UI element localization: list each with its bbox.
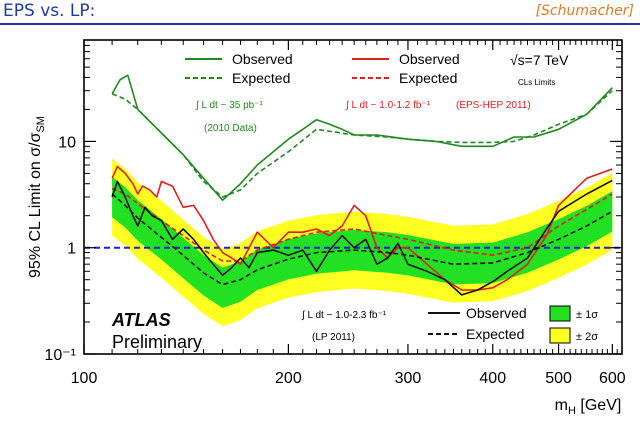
y-tick-label: 10⁻¹ <box>44 347 76 364</box>
legend-green-observed: Observed <box>232 51 293 67</box>
series-eps-observed <box>111 165 613 291</box>
x-tick-label: 300 <box>395 370 422 387</box>
legend-black-expected: Expected <box>466 326 524 342</box>
axis-ticks: 100 200 300 400 500 600 10⁻¹ 1 10 <box>44 39 626 387</box>
x-axis-title: mH [GeV] <box>555 397 622 417</box>
x-tick-label: 100 <box>71 370 98 387</box>
series-lp-observed <box>111 179 613 296</box>
experiment-label: ATLAS <box>111 310 171 330</box>
plot-frame <box>83 39 623 355</box>
legend-black-note: (LP 2011) <box>312 332 355 343</box>
series-2010-expected <box>111 90 613 198</box>
y-axis-title: 95% CL Limit on σ/σSM <box>27 116 47 278</box>
series-eps-expected <box>111 187 613 262</box>
legend-black-observed: Observed <box>466 305 527 321</box>
legend-green-lumi: ∫ L dt ~ 35 pb⁻¹ <box>195 100 264 111</box>
x-tick-label: 200 <box>275 370 302 387</box>
x-tick-label: 500 <box>545 370 572 387</box>
legend-band1-swatch <box>549 305 571 322</box>
x-tick-label: 600 <box>599 370 626 387</box>
slide-title: EPS vs. LP: <box>3 1 96 21</box>
series-2010-observed <box>111 74 613 201</box>
legend-red-observed: Observed <box>399 51 460 67</box>
title-underline <box>0 23 640 25</box>
legend-green-note: (2010 Data) <box>204 123 257 134</box>
x-tick-label: 400 <box>479 370 506 387</box>
series-lp-expected <box>111 193 613 286</box>
legend-band2-swatch <box>549 327 571 344</box>
author-credit: [Schumacher] <box>535 3 634 19</box>
status-label: Preliminary <box>112 332 202 352</box>
legend-band2: ± 2σ <box>576 331 598 343</box>
legend-band1: ± 1σ <box>576 309 598 321</box>
legend-green-expected: Expected <box>232 70 290 86</box>
legend-black-lumi: ∫ L dt ~ 1.0-2.3 fb⁻¹ <box>301 310 387 321</box>
y-tick-label: 1 <box>67 241 76 258</box>
legend-red-expected: Expected <box>399 70 457 86</box>
limit-curves <box>111 74 613 296</box>
legend-red-lumi: ∫ L dt ~ 1.0-1.2 fb⁻¹ <box>345 100 431 111</box>
y-tick-label: 10 <box>58 134 76 151</box>
energy-label: √s=7 TeV <box>510 52 569 68</box>
legend-red-note: (EPS-HEP 2011) <box>456 100 531 111</box>
cls-label: CLs Limits <box>518 78 555 87</box>
